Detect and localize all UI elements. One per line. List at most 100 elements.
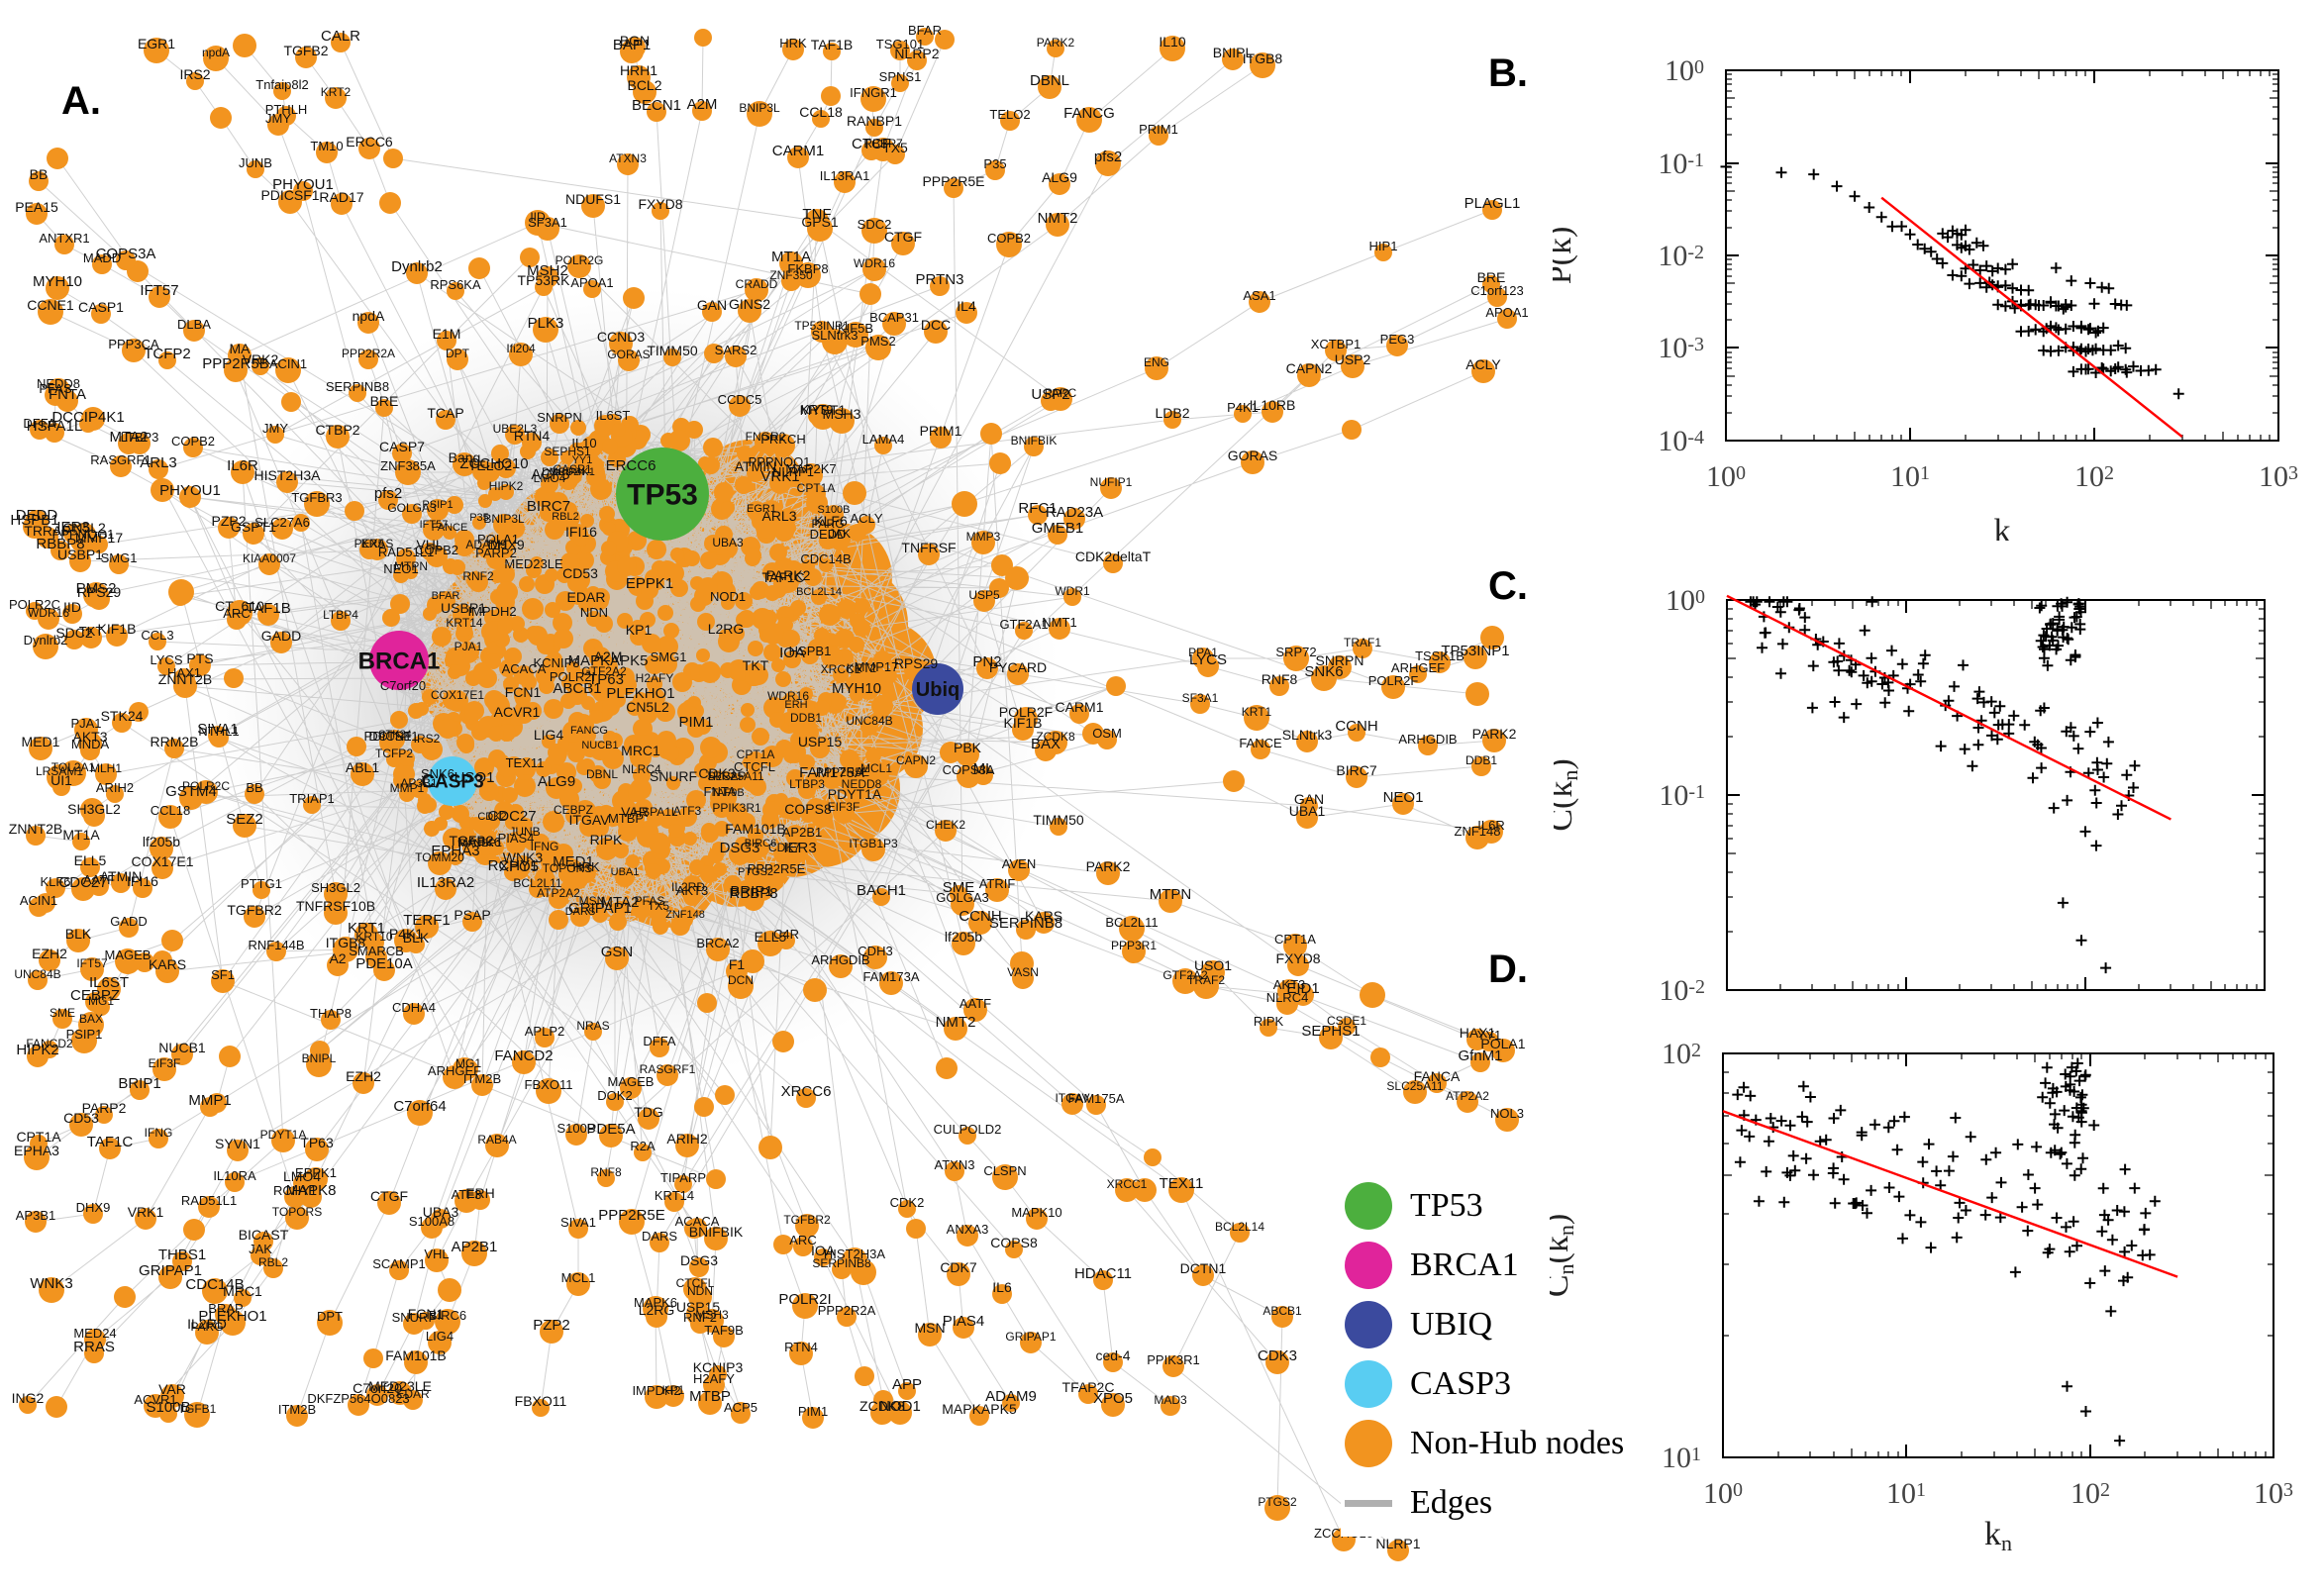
svg-text:PSAP: PSAP	[454, 907, 490, 923]
svg-text:PDE5A: PDE5A	[586, 1121, 635, 1138]
svg-text:SMG1: SMG1	[651, 649, 687, 664]
svg-text:ARIH2: ARIH2	[666, 1131, 707, 1147]
svg-text:PPIK3R1: PPIK3R1	[712, 801, 761, 815]
svg-text:HSPB1: HSPB1	[10, 512, 58, 529]
svg-text:TP53INP1: TP53INP1	[1441, 643, 1509, 659]
svg-text:PRIM1: PRIM1	[1139, 122, 1178, 137]
svg-text:NMT2: NMT2	[936, 1014, 976, 1031]
svg-text:LAMA4: LAMA4	[862, 432, 905, 447]
svg-text:FXYD8: FXYD8	[638, 196, 682, 212]
svg-text:DKFZP564O0823: DKFZP564O0823	[307, 1391, 409, 1406]
svg-text:CCL18: CCL18	[151, 803, 190, 818]
svg-text:WDR16: WDR16	[854, 256, 895, 270]
svg-text:npdA: npdA	[202, 46, 230, 59]
svg-text:CARM1: CARM1	[1055, 699, 1103, 715]
svg-text:PARK2: PARK2	[1086, 858, 1131, 874]
svg-text:SF3A1: SF3A1	[1182, 691, 1219, 705]
svg-text:ITM2B: ITM2B	[278, 1402, 316, 1417]
svg-text:BCL2L11: BCL2L11	[1105, 915, 1158, 930]
svg-text:PZP2: PZP2	[533, 1317, 570, 1334]
svg-text:PEG3: PEG3	[1380, 332, 1415, 347]
svg-text:SF3A1: SF3A1	[528, 215, 567, 230]
svg-text:C7orf64: C7orf64	[393, 1098, 446, 1115]
svg-text:XCTBP1: XCTBP1	[1311, 337, 1362, 351]
svg-text:ARL3: ARL3	[140, 454, 177, 471]
svg-text:HIST2H3A: HIST2H3A	[824, 1247, 885, 1261]
svg-text:PRKCH: PRKCH	[760, 432, 806, 447]
svg-text:SH3GL2: SH3GL2	[311, 880, 360, 895]
svg-text:POLA1: POLA1	[477, 532, 519, 547]
svg-text:CPT1A: CPT1A	[797, 481, 836, 495]
svg-text:ATXN3: ATXN3	[609, 151, 647, 165]
svg-text:NEO1: NEO1	[383, 561, 418, 576]
svg-text:IOA: IOA	[779, 645, 805, 661]
svg-text:ACVR1: ACVR1	[494, 704, 541, 720]
svg-text:YY1: YY1	[572, 454, 593, 466]
svg-text:PPP3R1: PPP3R1	[1111, 939, 1157, 952]
svg-text:ZNF148: ZNF148	[665, 909, 705, 921]
svg-text:lf205b: lf205b	[143, 834, 180, 849]
svg-text:BLK: BLK	[65, 926, 92, 942]
svg-text:KRT2: KRT2	[321, 85, 352, 99]
svg-text:Ubiq: Ubiq	[916, 679, 960, 701]
svg-text:TGFB2: TGFB2	[283, 43, 328, 58]
svg-text:IFNG: IFNG	[145, 1126, 173, 1140]
svg-text:ML: ML	[973, 760, 994, 777]
svg-text:HAX1: HAX1	[167, 665, 201, 680]
svg-text:TDG: TDG	[634, 1104, 663, 1120]
svg-text:IL4: IL4	[957, 298, 976, 314]
svg-text:PTS: PTS	[186, 650, 213, 666]
svg-text:Tnfaip8l2: Tnfaip8l2	[255, 77, 308, 92]
svg-text:USP15: USP15	[798, 734, 843, 749]
svg-text:PTGS2: PTGS2	[1258, 1495, 1297, 1509]
svg-text:CARM1: CARM1	[772, 143, 825, 159]
svg-text:L2RG: L2RG	[708, 621, 745, 637]
svg-text:KIF1B: KIF1B	[1004, 715, 1043, 731]
svg-text:PARK2: PARK2	[1037, 36, 1075, 50]
svg-text:PJA1: PJA1	[70, 716, 101, 731]
svg-text:NOD1: NOD1	[710, 589, 746, 604]
svg-text:ALG9: ALG9	[1042, 169, 1077, 185]
svg-text:RAB4A: RAB4A	[477, 1133, 516, 1147]
svg-text:EPHA3: EPHA3	[14, 1143, 59, 1158]
svg-text:ACLY: ACLY	[1465, 356, 1501, 372]
svg-text:Ifi204: Ifi204	[506, 342, 536, 355]
svg-text:KRT9: KRT9	[801, 402, 834, 417]
svg-text:KIF5B: KIF5B	[838, 321, 873, 336]
svg-text:HDAC11: HDAC11	[1074, 1265, 1132, 1282]
svg-text:BB: BB	[246, 780, 262, 795]
svg-text:Dynlrb2: Dynlrb2	[391, 258, 443, 275]
svg-text:ARIH2: ARIH2	[96, 780, 134, 795]
svg-text:CRADD: CRADD	[736, 277, 778, 291]
svg-text:IMPDH2: IMPDH2	[632, 1383, 680, 1398]
svg-text:APLP2: APLP2	[525, 1024, 564, 1039]
svg-text:GORAS: GORAS	[607, 348, 650, 361]
svg-text:NDN: NDN	[687, 1284, 713, 1298]
svg-text:TEX11: TEX11	[1160, 1175, 1204, 1192]
svg-text:AKT3: AKT3	[676, 883, 709, 898]
svg-text:PHYOU1: PHYOU1	[159, 482, 221, 499]
svg-text:ALG9: ALG9	[538, 773, 575, 790]
svg-text:THAP8: THAP8	[310, 1006, 352, 1021]
svg-text:FAM175A: FAM175A	[1067, 1091, 1124, 1106]
svg-text:PMS2: PMS2	[860, 334, 895, 349]
svg-text:ANXA3: ANXA3	[947, 1222, 989, 1237]
svg-text:ARC: ARC	[789, 1233, 816, 1247]
svg-text:BRCA1: BRCA1	[358, 648, 441, 674]
svg-text:NDN: NDN	[580, 605, 608, 620]
svg-text:S100B: S100B	[817, 504, 850, 516]
svg-text:GRIPAP1: GRIPAP1	[1005, 1330, 1056, 1344]
svg-text:TRIAP1: TRIAP1	[289, 791, 335, 806]
svg-text:THBS1: THBS1	[158, 1247, 206, 1263]
svg-text:P35: P35	[469, 512, 489, 524]
svg-text:MYH10: MYH10	[33, 273, 82, 290]
svg-text:ABL1: ABL1	[346, 759, 379, 775]
svg-text:GfnM1: GfnM1	[1458, 1047, 1502, 1064]
svg-text:EDAR: EDAR	[567, 589, 606, 605]
svg-text:TAF1C: TAF1C	[87, 1134, 134, 1150]
svg-text:APOA1: APOA1	[570, 275, 613, 290]
svg-text:CPT1A: CPT1A	[1274, 932, 1316, 947]
svg-text:SLC27A6: SLC27A6	[254, 515, 310, 530]
svg-text:A2: A2	[329, 950, 346, 966]
svg-text:PLAGL1: PLAGL1	[1464, 195, 1521, 212]
